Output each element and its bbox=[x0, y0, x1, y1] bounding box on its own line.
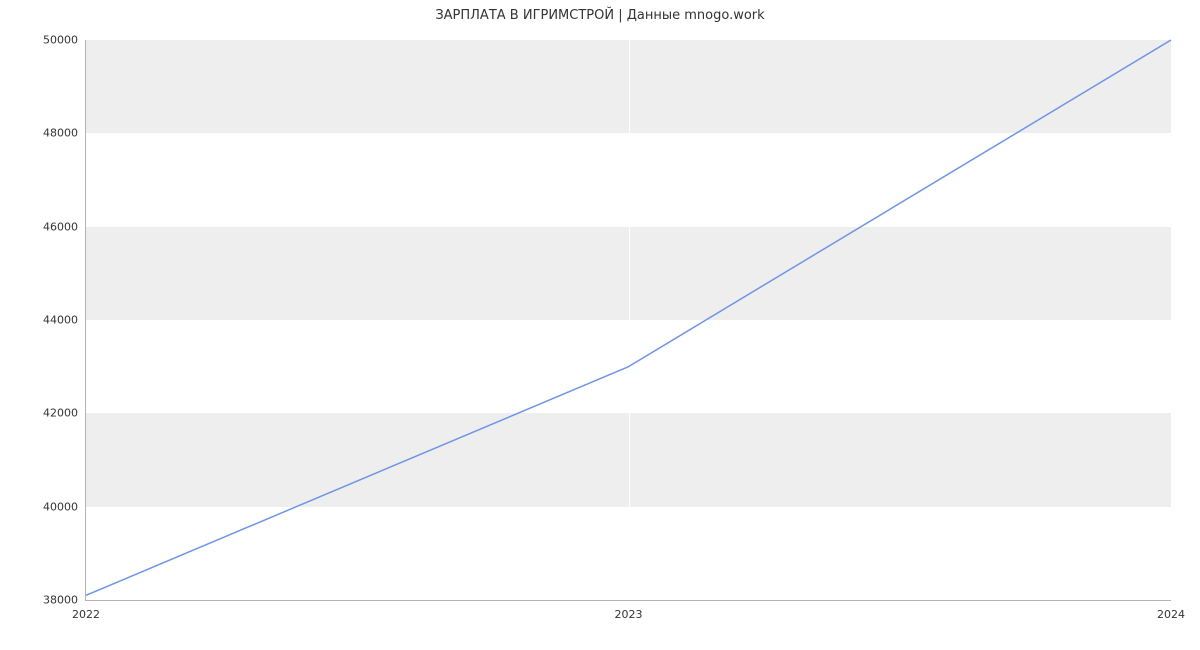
plot-area: 3800040000420004400046000480005000020222… bbox=[85, 40, 1171, 601]
y-tick-label: 42000 bbox=[43, 407, 86, 420]
x-tick-label: 2022 bbox=[72, 600, 100, 621]
y-tick-label: 40000 bbox=[43, 500, 86, 513]
x-tick-label: 2023 bbox=[615, 600, 643, 621]
y-tick-label: 50000 bbox=[43, 34, 86, 47]
x-gridline bbox=[1171, 40, 1172, 600]
chart-title: ЗАРПЛАТА В ИГРИМСТРОЙ | Данные mnogo.wor… bbox=[0, 8, 1200, 23]
salary-line-chart: ЗАРПЛАТА В ИГРИМСТРОЙ | Данные mnogo.wor… bbox=[0, 0, 1200, 650]
line-series bbox=[86, 40, 1171, 600]
y-tick-label: 48000 bbox=[43, 127, 86, 140]
x-tick-label: 2024 bbox=[1157, 600, 1185, 621]
y-tick-label: 44000 bbox=[43, 314, 86, 327]
y-tick-label: 46000 bbox=[43, 220, 86, 233]
